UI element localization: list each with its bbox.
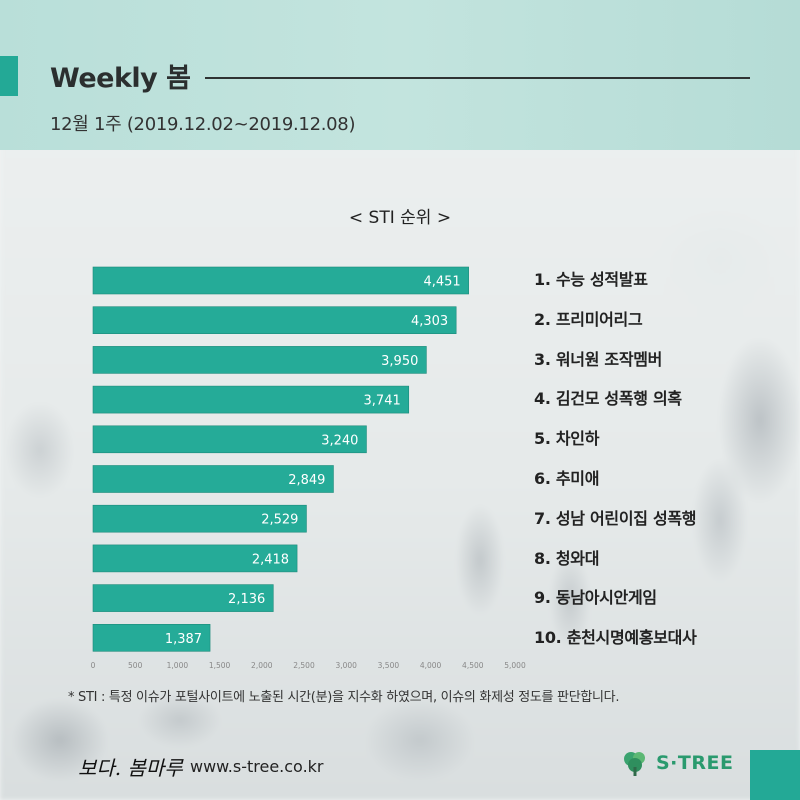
ranking-item: 4. 김건모 성폭행 의혹 bbox=[534, 389, 682, 409]
title-divider bbox=[205, 77, 750, 79]
footer-url[interactable]: www.s-tree.co.kr bbox=[190, 757, 324, 776]
bar-value-label: 4,303 bbox=[411, 314, 448, 329]
footnote: * STI : 특정 이슈가 포털사이트에 노출된 시간(분)을 지수화 하였으… bbox=[68, 690, 620, 705]
x-tick-label: 500 bbox=[128, 661, 143, 670]
title-accent-bar bbox=[0, 56, 18, 96]
tree-icon bbox=[624, 752, 645, 776]
bar bbox=[92, 425, 367, 454]
x-tick-label: 0 bbox=[91, 661, 96, 670]
ranking-item: 3. 워너원 조작멤버 bbox=[534, 349, 663, 369]
x-tick-label: 1,000 bbox=[167, 661, 189, 670]
ranking-item: 6. 추미애 bbox=[534, 468, 600, 488]
x-tick-label: 4,000 bbox=[420, 661, 442, 670]
bar-value-label: 2,418 bbox=[252, 552, 289, 567]
ranking-list: 1. 수능 성적발표 2. 프리미어리그 3. 워너원 조작멤버 4. 김건모 성폭행… bbox=[534, 266, 697, 664]
logo-text: S·TREE bbox=[656, 752, 734, 774]
bar-value-label: 1,387 bbox=[165, 632, 202, 647]
ranking-item: 5. 차인하 bbox=[534, 429, 600, 449]
x-tick-label: 4,500 bbox=[462, 661, 484, 670]
x-tick-label: 2,500 bbox=[293, 661, 315, 670]
bar bbox=[92, 584, 274, 612]
ranking-item: 2. 프리미어리그 bbox=[534, 309, 643, 329]
page-subtitle: 12월 1주 (2019.12.02~2019.12.08) bbox=[50, 114, 356, 135]
bar-value-label: 4,451 bbox=[423, 275, 460, 290]
bar-value-label: 2,849 bbox=[288, 473, 325, 488]
bar bbox=[92, 266, 469, 295]
bar bbox=[92, 385, 410, 414]
x-tick-label: 2,000 bbox=[251, 661, 273, 670]
x-tick-label: 1,500 bbox=[209, 661, 231, 670]
ranking-item: 9. 동남아시안게임 bbox=[534, 588, 657, 608]
ranking-item: 7. 성남 어린이집 성폭행 bbox=[534, 508, 697, 528]
bar-value-label: 3,741 bbox=[364, 394, 401, 409]
bar-value-label: 3,950 bbox=[381, 354, 418, 369]
corner-accent-block bbox=[750, 750, 800, 800]
bar-value-label: 2,136 bbox=[228, 592, 265, 607]
bar-value-label: 2,529 bbox=[261, 513, 298, 528]
ranking-item: 1. 수능 성적발표 bbox=[534, 270, 648, 289]
bar bbox=[92, 623, 211, 652]
footer-brand: 보다. 봄마루 bbox=[78, 756, 183, 780]
stree-logo: S·TREE bbox=[620, 748, 733, 778]
x-tick-label: 5,000 bbox=[504, 661, 526, 670]
chart-title: < STI 순위 > bbox=[348, 208, 452, 228]
bar bbox=[92, 544, 298, 573]
x-tick-label: 3,000 bbox=[335, 661, 357, 670]
header-band bbox=[0, 0, 800, 150]
bar bbox=[92, 306, 457, 335]
ranking-item: 10. 춘천시명예홍보대사 bbox=[534, 628, 697, 648]
x-tick-label: 3,500 bbox=[378, 661, 400, 670]
bar bbox=[92, 346, 427, 374]
bar bbox=[92, 504, 307, 533]
bar bbox=[92, 465, 334, 493]
bar-value-label: 3,240 bbox=[321, 433, 358, 448]
ranking-item: 8. 청와대 bbox=[534, 548, 600, 568]
page-title: Weekly 봄 bbox=[50, 63, 191, 94]
